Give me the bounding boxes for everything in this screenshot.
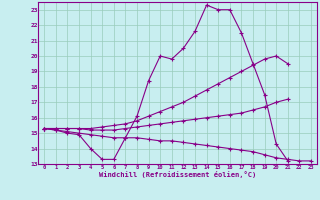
X-axis label: Windchill (Refroidissement éolien,°C): Windchill (Refroidissement éolien,°C) xyxy=(99,171,256,178)
